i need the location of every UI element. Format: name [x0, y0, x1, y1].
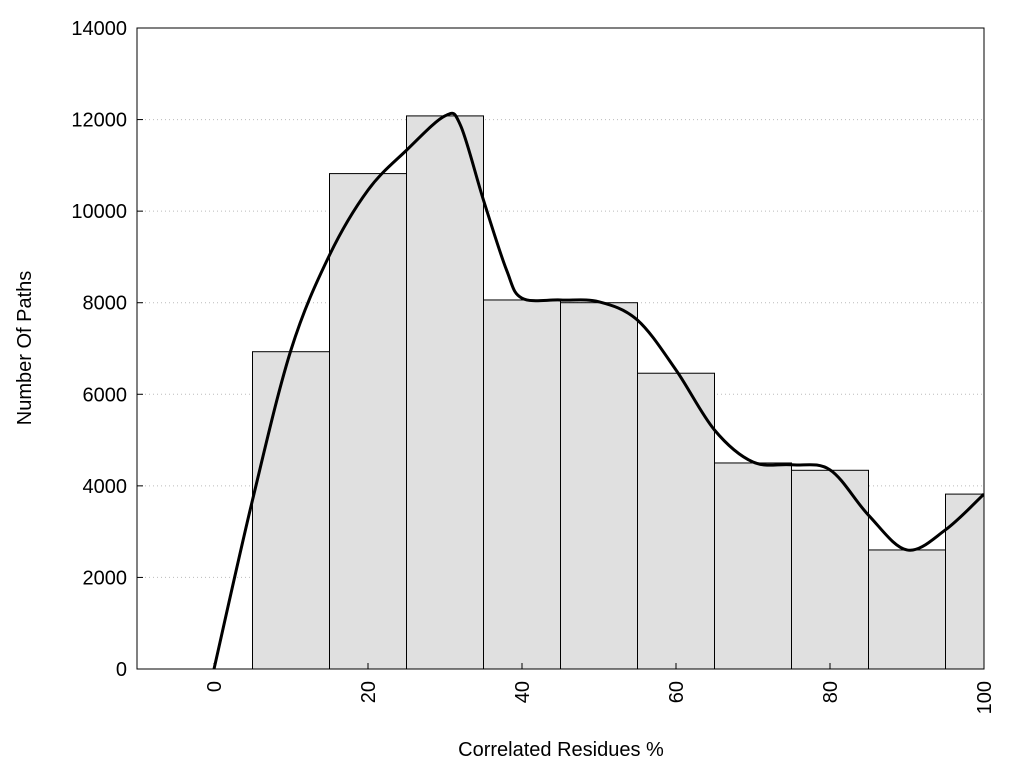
y-tick-label: 0	[116, 659, 127, 681]
plot-frame	[136, 27, 985, 670]
y-tick-label: 14000	[71, 18, 127, 40]
y-tick-label: 12000	[71, 110, 127, 132]
y-tick-label: 10000	[71, 201, 127, 223]
bars	[252, 115, 984, 669]
bar	[406, 115, 484, 669]
x-tick-label: 20	[358, 681, 380, 703]
x-tick-label: 100	[974, 681, 996, 714]
bar	[637, 372, 715, 669]
curve-line	[212, 111, 984, 669]
y-tick-label: 4000	[83, 476, 128, 498]
x-tick-label: 40	[512, 681, 534, 703]
curve-group	[212, 111, 984, 669]
bar	[483, 299, 561, 669]
bar	[714, 462, 792, 669]
x-tick-label: 80	[820, 681, 842, 703]
x-tick-label: 60	[666, 681, 688, 703]
bar	[252, 351, 330, 669]
x-tick-label: 0	[204, 681, 226, 692]
y-tick-label: 2000	[83, 567, 128, 589]
bar	[791, 469, 869, 669]
ticks: 0 2000 4000 6000 8000 10000 12000 14000 0 20 40 60 8…	[71, 18, 996, 714]
x-axis-label: Correlated Residues %	[458, 739, 664, 761]
bar	[329, 173, 407, 669]
bar	[868, 549, 946, 669]
y-axis-label: Number Of Paths	[14, 271, 36, 426]
bar	[560, 302, 638, 669]
y-tick-label: 8000	[83, 293, 128, 315]
y-tick-label: 6000	[83, 384, 128, 406]
